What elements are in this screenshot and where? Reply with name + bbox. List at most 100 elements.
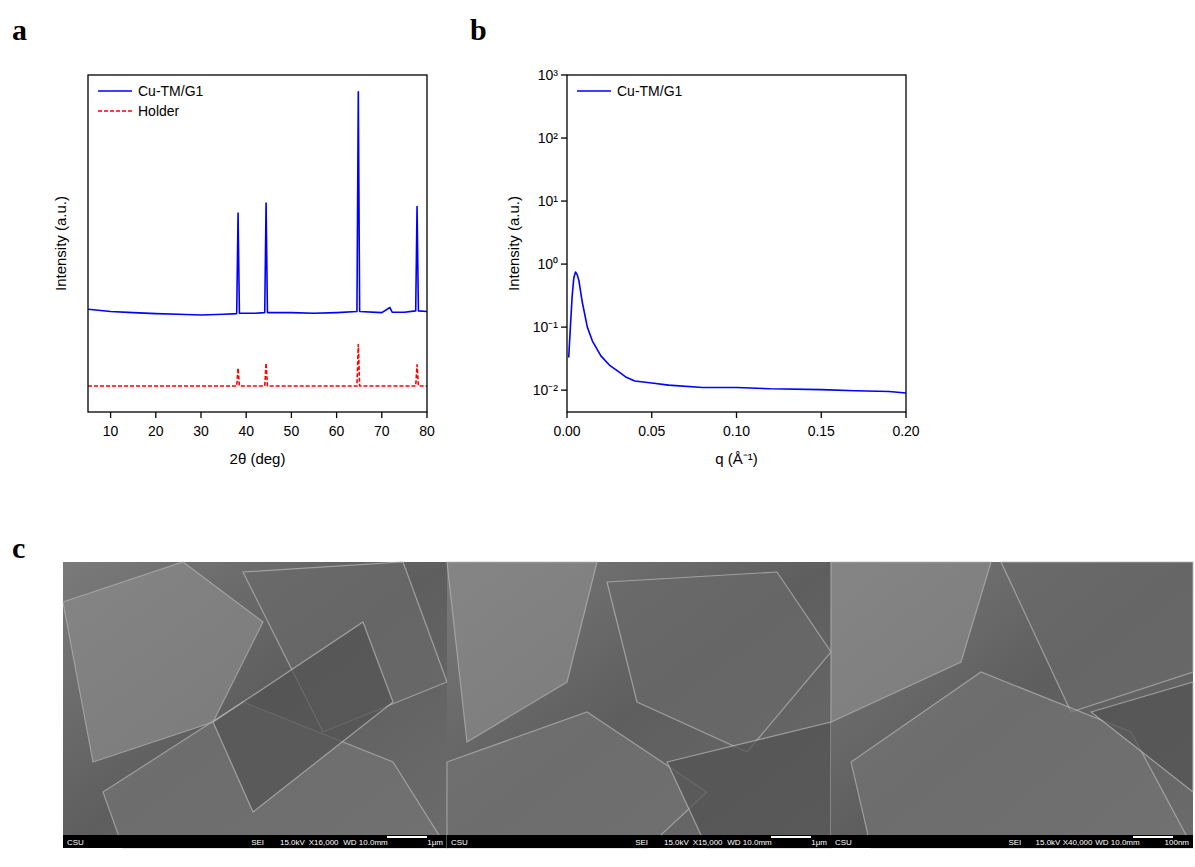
legend-swatch bbox=[98, 90, 132, 92]
sem-info-text: CSU bbox=[451, 838, 468, 847]
y-tick bbox=[561, 389, 567, 390]
x-tick-label: 50 bbox=[284, 423, 300, 439]
y-tick-label: 10⁻² bbox=[533, 382, 559, 398]
series-line bbox=[569, 272, 906, 393]
sem-info-text: X40,000 bbox=[1063, 838, 1093, 847]
x-tick bbox=[200, 412, 201, 418]
plot-area bbox=[88, 92, 427, 386]
sem-info-text: 1μm bbox=[811, 838, 827, 847]
sem-info-text: CSU bbox=[67, 838, 84, 847]
sem-flake bbox=[1001, 562, 1193, 712]
x-tick bbox=[246, 412, 247, 418]
sem-info-bar bbox=[63, 835, 447, 848]
y-tick-label: 10⁰ bbox=[537, 256, 558, 272]
sem-info-text: WD 10.0mm bbox=[1095, 838, 1140, 847]
sem-info-text: SEI bbox=[251, 838, 264, 847]
y-axis-title: Intensity (a.u.) bbox=[505, 196, 522, 291]
sem-flake bbox=[607, 572, 831, 752]
sem-background bbox=[63, 562, 447, 848]
x-tick-label: 0.15 bbox=[808, 423, 835, 439]
sem-info-text: X15,000 bbox=[693, 838, 723, 847]
sem-info-text: WD 10.0mm bbox=[727, 838, 772, 847]
plot-area bbox=[569, 272, 906, 393]
sem-info-text: SEI bbox=[635, 838, 648, 847]
y-tick-label: 10² bbox=[538, 130, 559, 146]
y-tick bbox=[561, 200, 567, 201]
y-tick-label: 10⁻¹ bbox=[533, 319, 559, 335]
sem-info-text: 100nm bbox=[1165, 838, 1190, 847]
x-tick-label: 80 bbox=[419, 423, 435, 439]
sem-info-bar bbox=[447, 835, 831, 848]
x-tick-label: 40 bbox=[238, 423, 254, 439]
y-tick-label: 10¹ bbox=[538, 193, 559, 209]
chart: 10 20 30 40 50 60 70 80 2θ (deg) Intensity (a.u.)… bbox=[52, 75, 435, 467]
panel-letter: c bbox=[12, 531, 25, 564]
sem-flake bbox=[1091, 682, 1193, 792]
x-tick-label: 30 bbox=[193, 423, 209, 439]
sem-info-text: 15.0kV bbox=[664, 838, 690, 847]
sem-info-text: WD 10.0mm bbox=[343, 838, 388, 847]
sem-background bbox=[831, 562, 1193, 848]
legend-label: Cu-TM/G1 bbox=[138, 83, 204, 99]
legend-swatch bbox=[98, 110, 132, 112]
y-tick bbox=[561, 326, 567, 327]
panel-letter: b bbox=[470, 13, 487, 46]
x-axis-title: q (Å⁻¹) bbox=[715, 450, 758, 467]
x-tick bbox=[736, 412, 737, 418]
legend-label: Holder bbox=[138, 103, 180, 119]
x-tick-label: 10 bbox=[103, 423, 119, 439]
plot-frame bbox=[88, 75, 427, 412]
chart: 0.00 0.05 0.10 0.15 0.20 10⁻² 10⁻¹ 10⁰ 10¹ 10² 10³… bbox=[505, 67, 919, 467]
sem-image: CSU SEI 15.0kVX15,000 WD 10.0mm 1μm bbox=[447, 562, 831, 848]
sem-info-text: CSU bbox=[835, 838, 852, 847]
panel-letter: a bbox=[12, 13, 27, 46]
x-axis-title: 2θ (deg) bbox=[230, 450, 286, 467]
x-tick bbox=[336, 412, 337, 418]
y-tick bbox=[561, 74, 567, 75]
sem-flake bbox=[213, 622, 393, 812]
x-tick bbox=[155, 412, 156, 418]
legend-swatch bbox=[577, 90, 611, 92]
series-line bbox=[88, 92, 427, 315]
x-tick-label: 0.20 bbox=[892, 423, 919, 439]
y-axis-title: Intensity (a.u.) bbox=[52, 196, 69, 291]
x-tick-label: 70 bbox=[374, 423, 390, 439]
sem-info-text: 15.0kV bbox=[280, 838, 306, 847]
x-tick-label: 0.10 bbox=[723, 423, 750, 439]
x-tick bbox=[821, 412, 822, 418]
x-tick bbox=[426, 412, 427, 418]
x-tick-label: 60 bbox=[329, 423, 345, 439]
legend-label: Cu-TM/G1 bbox=[617, 83, 683, 99]
sem-info-bar bbox=[831, 835, 1193, 848]
y-tick-label: 10³ bbox=[538, 67, 559, 83]
y-tick bbox=[561, 137, 567, 138]
x-tick bbox=[905, 412, 906, 418]
sem-info-text: 1μm bbox=[427, 838, 443, 847]
series-line bbox=[88, 345, 427, 386]
sem-flake bbox=[851, 672, 1193, 848]
legend: Cu-TM/G1 bbox=[577, 83, 683, 99]
scale-bar bbox=[771, 836, 811, 838]
sem-image: CSU SEI 15.0kVX16,000 WD 10.0mm 1μm bbox=[63, 562, 447, 848]
x-tick bbox=[566, 412, 567, 418]
legend: Cu-TM/G1 Holder bbox=[98, 83, 204, 119]
x-tick-label: 0.00 bbox=[553, 423, 580, 439]
x-tick-label: 20 bbox=[148, 423, 164, 439]
sem-flake bbox=[447, 562, 597, 742]
x-tick bbox=[291, 412, 292, 418]
scale-bar bbox=[1133, 836, 1173, 838]
x-tick-label: 0.05 bbox=[638, 423, 665, 439]
figure: a b c 10 20 30 40 50 60 70 80 2θ (deg) Intensity (a.… bbox=[0, 0, 1195, 867]
sem-info-text: 15.0kV bbox=[1036, 838, 1062, 847]
x-tick bbox=[651, 412, 652, 418]
x-tick bbox=[110, 412, 111, 418]
sem-info-text: X16,000 bbox=[309, 838, 339, 847]
sem-flake bbox=[447, 712, 707, 848]
plot-frame bbox=[567, 75, 906, 412]
x-tick bbox=[381, 412, 382, 418]
sem-image: CSUSEI15.0kVX40,000WD 10.0mm100nm bbox=[831, 562, 1193, 848]
scale-bar bbox=[387, 836, 427, 838]
y-tick bbox=[561, 263, 567, 264]
sem-background bbox=[447, 562, 831, 848]
sem-flake bbox=[667, 722, 831, 848]
